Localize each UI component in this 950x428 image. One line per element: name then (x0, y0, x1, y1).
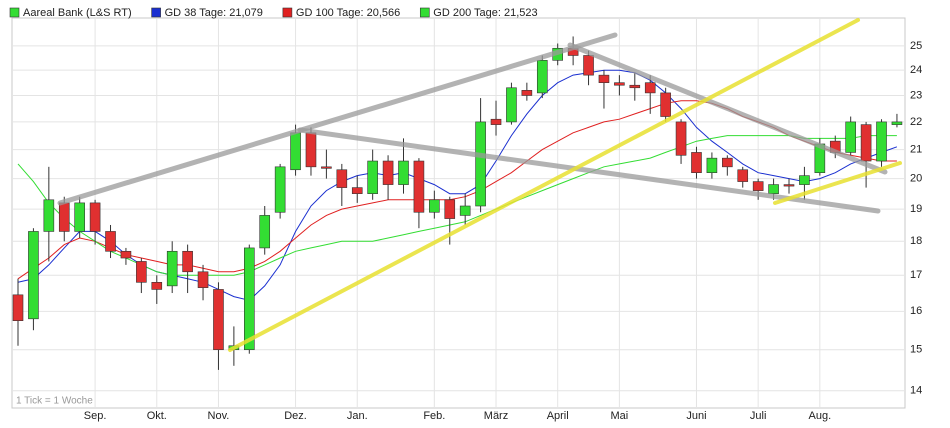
legend-swatch (151, 7, 161, 18)
x-tick-label: Aug. (809, 410, 832, 422)
candle-body (321, 166, 332, 169)
candle-body (614, 82, 625, 86)
candle-body (213, 289, 224, 351)
candle-body (506, 87, 517, 123)
candle-body (244, 247, 255, 351)
candle-body (583, 55, 594, 76)
candle-body (429, 199, 440, 213)
candle-body (197, 271, 209, 288)
candle-body (367, 160, 378, 194)
x-tick-label: April (547, 410, 569, 422)
candle-body (521, 90, 533, 96)
legend-swatch (9, 7, 20, 18)
candle-body (105, 231, 116, 252)
legend-label: GD 100 Tage: 20,566 (296, 7, 400, 19)
candle-body (691, 152, 702, 173)
candle-body (629, 84, 641, 89)
legend-swatch (419, 7, 430, 18)
x-tick-label: März (484, 410, 508, 422)
candle-body (89, 202, 101, 232)
candle-body (752, 181, 764, 191)
candle-body (166, 250, 178, 287)
y-tick-label: 19 (910, 203, 922, 215)
legend-label: Aareal Bank (L&S RT) (23, 7, 132, 19)
x-tick-label: Okt. (147, 410, 167, 422)
y-tick-label: 22 (910, 116, 922, 128)
ma-line (17, 135, 897, 276)
trend-line (297, 127, 881, 214)
candle-body (459, 205, 471, 216)
candle-body (675, 121, 687, 156)
y-tick-label: 20 (910, 173, 922, 185)
candle-body (783, 184, 795, 187)
x-tick-label: Juli (750, 410, 767, 422)
candle-body (768, 184, 779, 194)
candle-body (290, 132, 301, 171)
candle-body (74, 202, 85, 232)
candle-body (351, 187, 363, 194)
trend-line (228, 18, 860, 352)
legend-label: GD 38 Tage: 21,079 (165, 7, 263, 19)
candle-body (382, 160, 394, 185)
candle-body (182, 250, 193, 273)
candle-body (737, 169, 749, 182)
x-tick-label: Feb. (423, 410, 445, 422)
y-tick-label: 25 (910, 40, 922, 52)
candle-body (799, 175, 810, 185)
note: 1 Tick = 1 Woche (16, 396, 93, 407)
x-tick-label: Jan. (347, 410, 368, 422)
candle-body (58, 202, 70, 232)
candle-body (259, 215, 271, 249)
candle-body (28, 231, 39, 320)
candle-body (444, 199, 456, 219)
candle-body (151, 282, 163, 290)
candle-body (136, 261, 147, 283)
candle-body (860, 124, 872, 162)
candle-body (120, 250, 132, 259)
legend-label: GD 200 Tage: 21,523 (433, 7, 537, 19)
y-tick-label: 17 (910, 269, 922, 281)
y-tick-label: 24 (910, 64, 922, 76)
candle-body (12, 294, 24, 322)
candle-body (43, 199, 55, 232)
trend-line (57, 32, 618, 206)
candle-body (490, 118, 502, 125)
candle-body (305, 132, 317, 168)
candle-body (413, 160, 425, 213)
candle-body (398, 160, 409, 185)
candle-body (598, 74, 610, 83)
y-tick-label: 23 (910, 89, 922, 101)
trend-line (773, 161, 902, 205)
x-tick-label: Mai (611, 410, 629, 422)
y-tick-label: 14 (910, 385, 922, 397)
trend-lines (57, 18, 902, 352)
candle-body (660, 92, 671, 117)
y-tick-label: 15 (910, 344, 922, 356)
legend-swatch (282, 7, 293, 18)
candle-body (475, 121, 486, 207)
trend-line (567, 42, 888, 175)
candle-body (336, 169, 348, 188)
x-tick-label: Nov. (208, 410, 230, 422)
x-tick-label: Juni (686, 410, 706, 422)
x-tick-label: Dez. (284, 410, 307, 422)
candle-body (536, 60, 548, 94)
candle-body (891, 121, 903, 125)
candle-body (274, 166, 286, 213)
candle-body (722, 157, 733, 168)
candle-body (845, 121, 856, 153)
y-tick-label: 16 (910, 305, 922, 317)
candle-body (876, 121, 887, 162)
y-tick-label: 18 (910, 235, 922, 247)
candle-body (706, 157, 718, 173)
y-tick-label: 21 (910, 143, 922, 155)
x-tick-label: Sep. (84, 410, 107, 422)
candle-body (644, 82, 656, 94)
